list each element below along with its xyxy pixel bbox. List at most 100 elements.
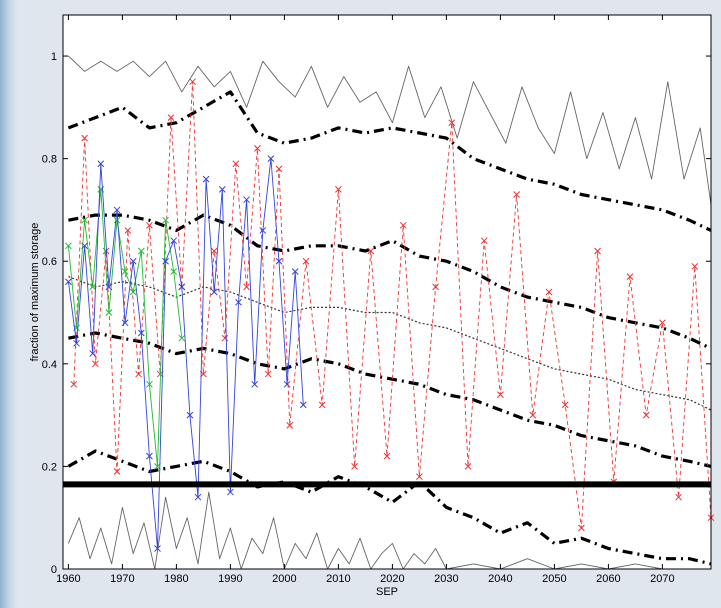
y-axis-ticks: 0 0.2 0.4 0.6 0.8 1 [42, 51, 711, 576]
series-9-point [299, 401, 307, 409]
series-0 [68, 55, 712, 205]
series-7-point [626, 273, 634, 280]
series-7-point [464, 463, 472, 470]
series-9-point [210, 288, 218, 296]
y-tick-label: 0.2 [42, 461, 57, 473]
series-9-point [113, 206, 121, 214]
x-tick-label: 1990 [218, 573, 242, 585]
series-7-point [497, 391, 504, 398]
series-7-point [113, 468, 121, 475]
x-axis-ticks: 1960 1970 1980 1990 2000 2010 2020 2030 2040 2050… [56, 15, 675, 585]
series-7-point [92, 360, 99, 368]
series-9-point [235, 298, 242, 306]
series-7-point [642, 411, 650, 419]
series-7-point [243, 283, 250, 291]
series-9-point [121, 319, 129, 327]
y-tick-label: 0.6 [42, 256, 57, 268]
series-6-line [67, 491, 711, 570]
series-8-point [129, 288, 137, 296]
series-9-point [227, 488, 234, 496]
series-9-point [243, 196, 250, 204]
series-9-point [218, 186, 226, 193]
series-7-point [81, 134, 88, 142]
x-tick-label: 2060 [596, 573, 620, 585]
series-8-point [162, 216, 169, 224]
series-9-point [81, 242, 88, 250]
series-9-point [105, 283, 113, 291]
x-axis-label: SEP [376, 586, 398, 598]
series-9-line [67, 158, 304, 549]
series-8-point [146, 380, 153, 388]
x-tick-label: 2020 [380, 573, 404, 585]
x-tick-label: 2030 [434, 573, 458, 585]
x-tick-label: 1980 [164, 573, 188, 585]
series-9-point [154, 545, 161, 552]
series-9-point [194, 493, 202, 501]
series-2 [68, 213, 712, 350]
series-9-point [259, 227, 267, 234]
series-8-point [121, 268, 129, 275]
series-1-line [67, 90, 712, 232]
series-7-point [432, 283, 439, 291]
series-7-point [124, 227, 132, 234]
series-7-point [578, 524, 585, 532]
series-7-point [416, 473, 423, 481]
series-7-point [561, 401, 569, 409]
series-7-point [594, 247, 601, 255]
series-7-point [232, 160, 240, 168]
series-6 [67, 491, 711, 570]
series-9-point [162, 257, 169, 265]
x-tick-label: 1960 [56, 573, 80, 585]
series-8 [65, 186, 186, 470]
series-7-point [70, 380, 78, 388]
y-tick-label: 1 [51, 51, 57, 63]
series-7-point [675, 493, 682, 501]
series-9-point [97, 160, 105, 168]
series-7-point [275, 165, 283, 173]
series-9-point [73, 339, 80, 347]
series-layer [65, 55, 715, 570]
series-9-point [170, 237, 178, 245]
series-8-point [113, 216, 121, 224]
series-9-point [202, 175, 210, 183]
series-7-point [545, 288, 553, 296]
series-7-point [659, 319, 666, 327]
series-4-line [68, 331, 712, 468]
series-2-line [68, 213, 712, 350]
series-7-point [146, 221, 153, 229]
x-tick-label: 2000 [272, 573, 296, 585]
series-1 [67, 90, 712, 232]
x-tick-label: 2040 [488, 573, 512, 585]
series-8-point [178, 334, 186, 342]
series-8-point [137, 247, 145, 255]
series-4 [68, 331, 712, 468]
series-7-point [135, 370, 142, 378]
series-7-point [264, 370, 272, 378]
x-tick-label: 2070 [650, 573, 674, 585]
series-7-point [399, 221, 407, 229]
series-9-point [186, 411, 194, 419]
series-7-point [529, 411, 537, 419]
series-7-point [351, 463, 358, 470]
series-8-point [65, 242, 72, 250]
series-9-point [275, 257, 283, 265]
series-5 [67, 449, 712, 566]
series-7-point [167, 114, 175, 121]
series-8-point [81, 216, 88, 224]
y-tick-label: 0.8 [42, 154, 57, 166]
series-7-point [210, 247, 218, 255]
series-7-point [480, 237, 488, 245]
series-9-point [89, 350, 97, 357]
y-axis-label: fraction of maximum storage [29, 223, 41, 362]
series-9 [65, 155, 307, 552]
series-7-point [221, 334, 229, 342]
series-9-point [251, 380, 259, 388]
series-9-point [129, 257, 137, 265]
x-tick-label: 2010 [326, 573, 350, 585]
series-9-point [137, 329, 145, 337]
series-7-point [367, 247, 375, 255]
series-9-point [283, 380, 291, 388]
series-9-point [291, 268, 299, 275]
